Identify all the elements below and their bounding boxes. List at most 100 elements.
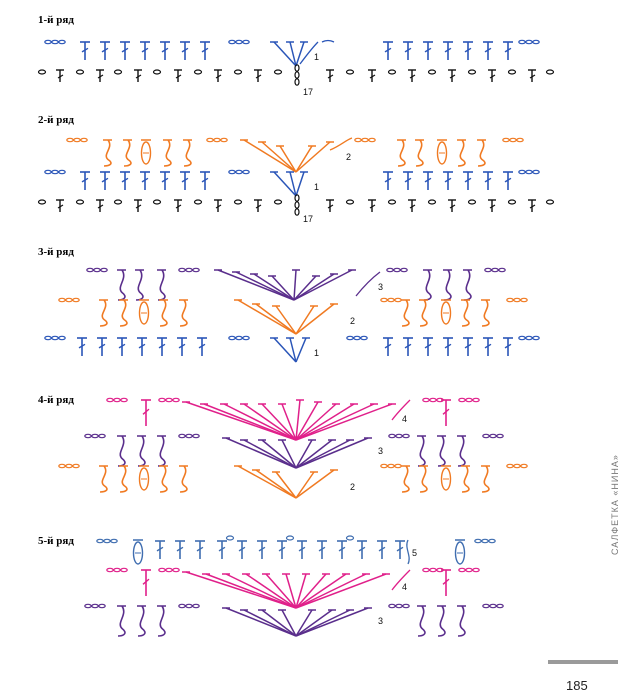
row-number-label: 1: [314, 348, 319, 358]
fan-stitch: [295, 403, 337, 441]
cluster-stitch: [461, 299, 470, 327]
chain-stitch: [509, 137, 517, 143]
chain-stitch: [294, 78, 300, 86]
stitch-slash: [404, 343, 412, 349]
puff-stitch: [436, 141, 448, 165]
chain-stitch: [51, 335, 59, 341]
stitch-slash: [181, 177, 189, 183]
fan-stitch: [295, 437, 369, 469]
fan-stitch: [295, 609, 351, 637]
fan-stitch: [265, 573, 297, 609]
stitch-slash: [424, 343, 432, 349]
chain-stitch: [178, 267, 186, 273]
slip-oval: [545, 199, 555, 205]
cluster-stitch: [103, 139, 112, 167]
stitch-slash: [504, 343, 512, 349]
puff-stitch: [138, 467, 150, 491]
slip-oval: [75, 69, 85, 75]
chain-stitch: [386, 267, 394, 273]
cluster-stitch: [179, 465, 188, 493]
base-slash: [57, 74, 64, 79]
fan-stitch: [295, 439, 313, 469]
fan-stitch: [289, 337, 297, 363]
fan-stitch: [261, 141, 297, 173]
chain-stitch: [482, 433, 490, 439]
chain-stitch: [65, 463, 73, 469]
row-number-label: 3: [378, 282, 383, 292]
fan-stitch: [295, 573, 327, 609]
cluster-stitch: [117, 605, 126, 637]
chain-stitch: [58, 463, 66, 469]
slip-oval: [152, 69, 162, 75]
chain-stitch: [481, 538, 489, 544]
chain-stitch: [394, 297, 402, 303]
stitch-slash: [218, 546, 226, 552]
row-number-label: 3: [378, 616, 383, 626]
chain-stitch: [172, 567, 180, 573]
chain-stitch: [532, 39, 540, 45]
chain-stitch: [65, 297, 73, 303]
cluster-stitch: [137, 435, 146, 467]
chain-arc: [406, 539, 410, 565]
slip-oval: [152, 199, 162, 205]
chain-stitch: [44, 39, 52, 45]
chain-stitch: [387, 463, 395, 469]
chain-stitch: [228, 335, 236, 341]
fan-stitch: [237, 465, 297, 499]
chain-stitch: [192, 433, 200, 439]
stitch-slash: [198, 343, 206, 349]
chain-stitch: [395, 603, 403, 609]
row-2-chart: 2 1 17: [37, 137, 555, 224]
chain-stitch: [220, 137, 228, 143]
fan-stitch: [255, 469, 297, 499]
stitch-slash: [484, 47, 492, 53]
chain-stitch: [84, 603, 92, 609]
base-slash: [57, 204, 64, 209]
puff-stitch: [140, 141, 152, 165]
fan-stitch: [295, 337, 307, 363]
chain-stitch: [228, 169, 236, 175]
row-number-label: 2: [350, 316, 355, 326]
slip-oval: [387, 199, 397, 205]
fan-stitch: [225, 607, 297, 637]
slip-oval: [233, 199, 243, 205]
cluster-stitch: [417, 605, 426, 637]
chain-stitch: [80, 137, 88, 143]
fan-stitch: [295, 145, 313, 173]
chain-stitch: [496, 603, 504, 609]
base-slash: [97, 74, 104, 79]
puff-stitch: [132, 541, 144, 565]
stitch-slash: [98, 343, 106, 349]
fan-stitch: [245, 573, 297, 609]
stitch-slash: [101, 47, 109, 53]
cluster-stitch: [415, 139, 424, 167]
chain-stitch: [532, 335, 540, 341]
chain-arc: [355, 271, 381, 297]
base-slash: [327, 204, 334, 209]
fan-stitch: [261, 439, 297, 469]
cluster-stitch: [123, 139, 132, 167]
chain-stitch: [98, 603, 106, 609]
cluster-stitch: [119, 299, 128, 327]
chain-stitch: [206, 137, 214, 143]
cluster-stitch: [119, 465, 128, 493]
row-number-label: 1: [314, 182, 319, 192]
stitch-slash: [384, 47, 392, 53]
chain-stitch: [106, 567, 114, 573]
chain-stitch: [294, 64, 300, 72]
chain-stitch: [474, 538, 482, 544]
stitch-slash: [424, 47, 432, 53]
cluster-stitch: [401, 465, 410, 493]
chain-stitch: [387, 297, 395, 303]
stitch-slash: [358, 546, 366, 552]
base-slash: [135, 204, 142, 209]
cluster-stitch: [481, 465, 490, 493]
cluster-stitch: [419, 299, 428, 327]
chain-stitch: [532, 169, 540, 175]
stitch-slash: [141, 47, 149, 53]
chain-stitch: [73, 137, 81, 143]
chain-stitch: [84, 433, 92, 439]
stitch-slash: [142, 578, 150, 585]
row-number-label: 4: [402, 414, 407, 424]
